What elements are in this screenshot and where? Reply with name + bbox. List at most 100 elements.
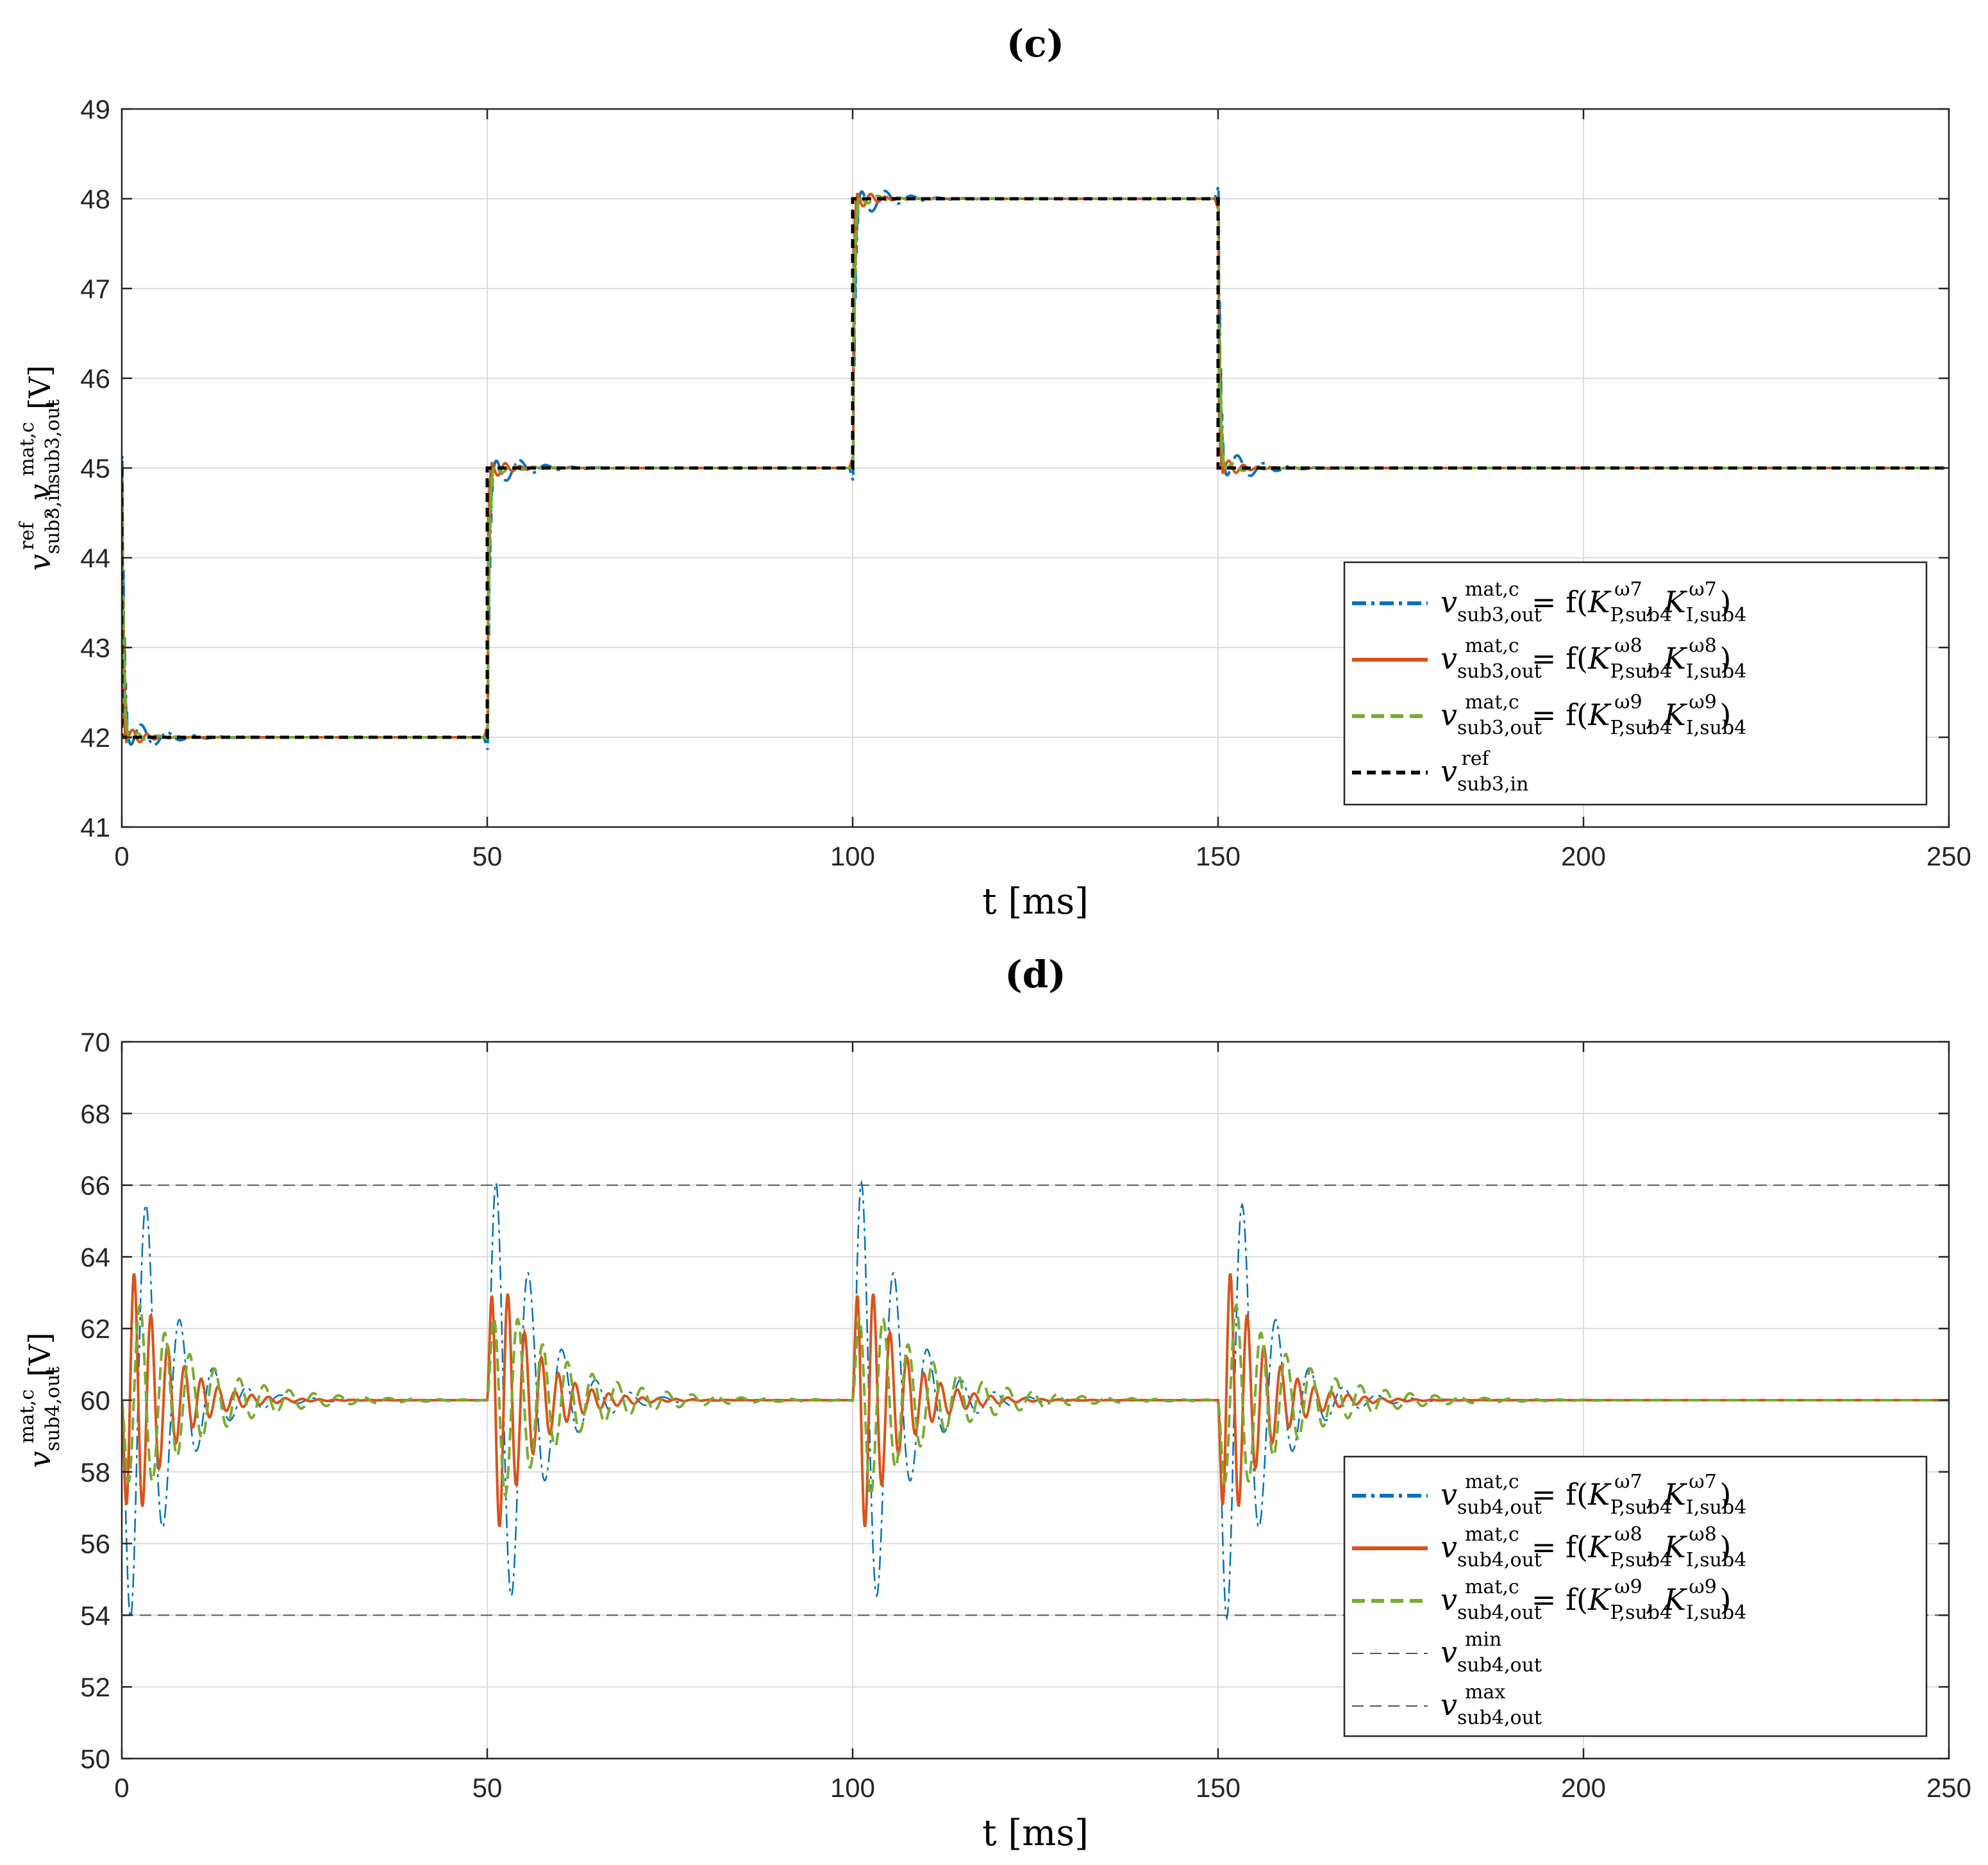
label-part: K <box>1587 641 1612 676</box>
y-tick-label: 62 <box>80 1314 110 1344</box>
label-part: , <box>22 501 57 519</box>
y-tick-label: 42 <box>80 723 110 753</box>
label-part: sub4,out <box>42 1367 64 1451</box>
label-part: ) <box>1719 641 1731 676</box>
y-tick-label: 48 <box>80 184 110 214</box>
label-part: sub4,out <box>1457 1496 1542 1519</box>
label-part: ) <box>1719 1582 1731 1617</box>
label-part: = f( <box>1522 641 1588 676</box>
label-part: K <box>1587 1582 1612 1617</box>
label-part: v <box>1441 1687 1457 1722</box>
y-tick-label: 64 <box>80 1242 110 1272</box>
label-part: v <box>22 1451 57 1468</box>
label-part: ) <box>1719 1530 1731 1564</box>
series-black-line <box>122 197 1949 739</box>
plot-area <box>122 186 1949 750</box>
label-part: , <box>1645 1530 1664 1564</box>
label-part: sub3,in <box>42 483 64 554</box>
label-part: sub4,out <box>1457 1707 1542 1729</box>
label-part: K <box>1664 1530 1688 1564</box>
x-tick-label: 100 <box>830 1773 875 1803</box>
label-part: mat,c <box>1465 1576 1519 1598</box>
y-tick-label: 56 <box>80 1529 110 1559</box>
label-part: v <box>1441 1530 1457 1564</box>
y-tick-label: 43 <box>80 633 110 663</box>
label-part: ) <box>1719 1477 1731 1512</box>
label-part: ω7 <box>1614 578 1642 601</box>
label-part: v <box>22 484 57 501</box>
y-tick-label: 44 <box>80 543 110 573</box>
x-tick-label: 200 <box>1561 841 1606 871</box>
label-part: min <box>1465 1628 1501 1651</box>
label-part: P,sub4 <box>1610 660 1672 683</box>
label-part: v <box>1441 754 1457 789</box>
legend-label-black: vsub3,in ref <box>1441 748 1528 796</box>
label-part: K <box>1587 698 1612 732</box>
label-part: ω9 <box>1614 1576 1642 1598</box>
label-part: sub3,out <box>1457 604 1542 626</box>
label-part: v <box>1441 1635 1457 1669</box>
label-part: mat,c <box>1465 578 1519 601</box>
legend-label-minline: vsub4,out min <box>1441 1628 1542 1677</box>
label-part: I,sub4 <box>1686 1602 1746 1624</box>
label-part: K <box>1664 1477 1688 1512</box>
y-tick-label: 52 <box>80 1672 110 1702</box>
label-part: K <box>1664 698 1688 732</box>
label-part: , <box>1645 1582 1664 1617</box>
label-part: ref <box>1461 748 1490 770</box>
label-part: [V] <box>22 1332 57 1386</box>
label-part: sub3,out <box>1457 660 1542 683</box>
label-part: , <box>1645 698 1664 732</box>
label-part: ω8 <box>1689 635 1717 657</box>
x-tick-label: 250 <box>1926 841 1971 871</box>
y-axis-label: vsub4,outmat,c [V] <box>16 1332 64 1468</box>
label-part: max <box>1465 1681 1505 1703</box>
label-part: ω8 <box>1614 1523 1642 1546</box>
x-tick-label: 100 <box>830 841 875 871</box>
label-part: , <box>1645 1477 1664 1512</box>
label-part: ω7 <box>1689 1471 1717 1493</box>
label-part: mat,c <box>1465 1523 1519 1546</box>
label-part: I,sub4 <box>1686 660 1746 683</box>
legend-label-orange: vsub4,outmat,c = f(KP,sub4ω8 , KI,sub4ω8… <box>1441 1523 1746 1571</box>
label-part: ref <box>16 521 38 550</box>
x-tick-label: 50 <box>472 1773 503 1803</box>
legend-label-green: vsub4,outmat,c = f(KP,sub4ω9 , KI,sub4ω9… <box>1441 1576 1746 1624</box>
legend-box <box>1343 1455 1928 1737</box>
y-tick-label: 58 <box>80 1457 110 1487</box>
x-tick-label: 150 <box>1196 841 1240 871</box>
label-part: sub3,out <box>42 399 64 484</box>
label-part: P,sub4 <box>1610 1496 1672 1519</box>
plot-area <box>122 1179 1949 1621</box>
y-tick-label: 49 <box>80 94 110 124</box>
x-tick-label: 0 <box>114 841 129 871</box>
label-part: sub4,out <box>1457 1654 1542 1677</box>
series-green-line <box>122 1302 1949 1498</box>
label-part: sub4,out <box>1457 1549 1542 1571</box>
label-part: ) <box>1719 698 1731 732</box>
label-part: P,sub4 <box>1610 604 1672 626</box>
legend: vsub3,outmat,c = f(KP,sub4ω7 , KI,sub4ω7… <box>1343 561 1928 806</box>
label-part: ω7 <box>1689 578 1717 601</box>
label-part: sub3,in <box>1457 773 1528 796</box>
y-tick-label: 60 <box>80 1385 110 1416</box>
y-axis-label: vsub3,inref , vsub3,outmat,c [V] <box>16 365 64 571</box>
label-part: v <box>22 554 57 571</box>
label-part: K <box>1587 1477 1612 1512</box>
label-part: P,sub4 <box>1610 1602 1672 1624</box>
label-part: sub3,out <box>1457 717 1542 739</box>
label-part: [V] <box>22 365 57 419</box>
label-part: I,sub4 <box>1686 1496 1746 1519</box>
x-tick-label: 50 <box>472 841 503 871</box>
label-part: ω9 <box>1689 691 1717 714</box>
y-tick-label: 46 <box>80 364 110 394</box>
label-part: ω8 <box>1689 1523 1717 1546</box>
label-part <box>1505 1687 1508 1722</box>
label-part: = f( <box>1522 1530 1588 1564</box>
label-part: mat,c <box>1465 691 1519 714</box>
x-axis-label: t [ms] <box>982 1812 1089 1854</box>
label-part: ω9 <box>1614 691 1642 714</box>
y-tick-label: 50 <box>80 1744 110 1774</box>
label-part: , <box>1645 641 1664 676</box>
x-tick-label: 200 <box>1561 1773 1606 1803</box>
